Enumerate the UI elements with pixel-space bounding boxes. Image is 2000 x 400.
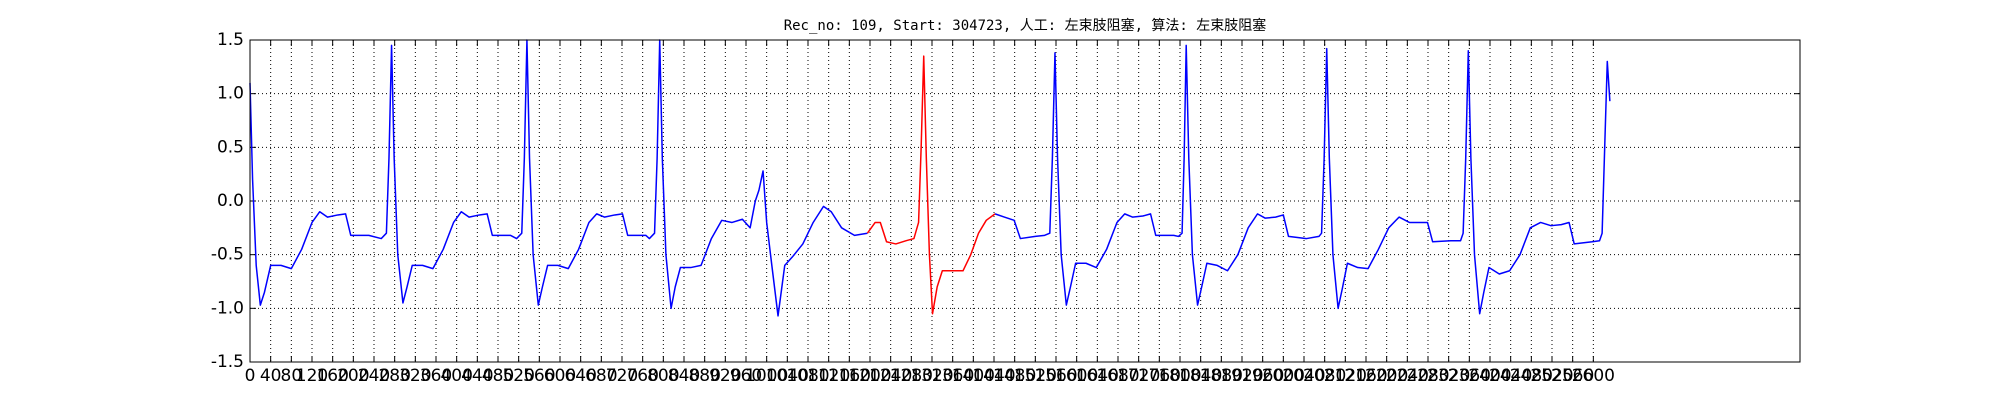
- x-tick-label: 0: [245, 366, 256, 386]
- x-tick-label: 2600: [1572, 366, 1615, 386]
- y-tick-label: 0.5: [217, 137, 244, 157]
- x-tick-label: 280: [378, 366, 410, 386]
- x-tick-label: 1720: [1117, 366, 1160, 386]
- x-tick-label: 1080: [786, 366, 829, 386]
- x-tick-label: 2280: [1406, 366, 1449, 386]
- x-tick-label: 1160: [828, 366, 871, 386]
- x-tick-label: 840: [668, 366, 700, 386]
- x-tick-label: 2120: [1324, 366, 1367, 386]
- x-tick-label: 160: [316, 366, 348, 386]
- x-tick-label: 1520: [1014, 366, 1057, 386]
- x-tick-label: 1680: [1096, 366, 1139, 386]
- x-tick-label: 200: [337, 366, 369, 386]
- x-tick-label: 1000: [745, 366, 788, 386]
- x-tick-label: 1320: [910, 366, 953, 386]
- x-tick-label: 2480: [1510, 366, 1553, 386]
- x-tick-label: 400: [440, 366, 472, 386]
- y-tick-label: -1.5: [211, 352, 244, 372]
- x-tick-label: 2520: [1530, 366, 1573, 386]
- x-tick-label: 920: [709, 366, 741, 386]
- x-tick-label: 120: [296, 366, 328, 386]
- x-tick-label: 40: [260, 366, 282, 386]
- x-tick-label: 880: [688, 366, 720, 386]
- x-tick-label: 1880: [1200, 366, 1243, 386]
- x-tick-label: 560: [523, 366, 555, 386]
- x-tick-label: 1200: [848, 366, 891, 386]
- x-tick-label: 1040: [766, 366, 809, 386]
- x-tick-label: 1960: [1241, 366, 1284, 386]
- y-tick-label: 0.0: [217, 191, 244, 211]
- x-tick-label: 1400: [952, 366, 995, 386]
- x-tick-label: 760: [626, 366, 658, 386]
- x-tick-label: 1280: [890, 366, 933, 386]
- x-tick-label: 1240: [869, 366, 912, 386]
- x-tick-label: 1360: [931, 366, 974, 386]
- plot-frame: [249, 39, 1801, 363]
- x-tick-label: 1120: [807, 366, 850, 386]
- x-tick-label: 1800: [1158, 366, 1201, 386]
- x-tick-label: 360: [420, 366, 452, 386]
- x-tick-label: 600: [544, 366, 576, 386]
- x-tick-label: 2040: [1282, 366, 1325, 386]
- x-tick-label: 80: [281, 366, 303, 386]
- x-tick-label: 2320: [1427, 366, 1470, 386]
- y-tick-label: 1.0: [217, 84, 244, 104]
- x-tick-label: 320: [399, 366, 431, 386]
- x-tick-label: 2080: [1303, 366, 1346, 386]
- x-tick-label: 960: [730, 366, 762, 386]
- x-tick-label: 480: [482, 366, 514, 386]
- x-tick-label: 1440: [972, 366, 1015, 386]
- x-tick-label: 2160: [1344, 366, 1387, 386]
- x-tick-label: 2440: [1489, 366, 1532, 386]
- x-tick-label: 1480: [993, 366, 1036, 386]
- ecg-line: [866, 55, 996, 315]
- x-tick-label: 800: [647, 366, 679, 386]
- y-tick-label: 1.5: [217, 30, 244, 50]
- x-tick-label: 720: [606, 366, 638, 386]
- x-tick-label: 680: [585, 366, 617, 386]
- x-tick-label: 1760: [1138, 366, 1181, 386]
- x-tick-label: 1560: [1034, 366, 1077, 386]
- x-tick-label: 240: [358, 366, 390, 386]
- y-tick-label: -1.0: [211, 298, 244, 318]
- x-tick-label: 1920: [1220, 366, 1263, 386]
- x-tick-label: 2560: [1551, 366, 1594, 386]
- y-tick-label: -0.5: [211, 245, 244, 265]
- x-tick-label: 440: [461, 366, 493, 386]
- ecg-line: [249, 39, 1611, 317]
- x-tick-label: 2240: [1386, 366, 1429, 386]
- x-tick-label: 640: [564, 366, 596, 386]
- x-tick-label: 1640: [1076, 366, 1119, 386]
- x-tick-label: 1600: [1055, 366, 1098, 386]
- x-tick-label: 2200: [1365, 366, 1408, 386]
- x-tick-label: 2360: [1448, 366, 1491, 386]
- x-tick-label: 1840: [1179, 366, 1222, 386]
- x-tick-label: 520: [502, 366, 534, 386]
- x-tick-label: 2400: [1468, 366, 1511, 386]
- x-tick-label: 2000: [1262, 366, 1305, 386]
- chart-title: Rec_no: 109, Start: 304723, 人工: 左束肢阻塞, 算…: [784, 17, 1267, 34]
